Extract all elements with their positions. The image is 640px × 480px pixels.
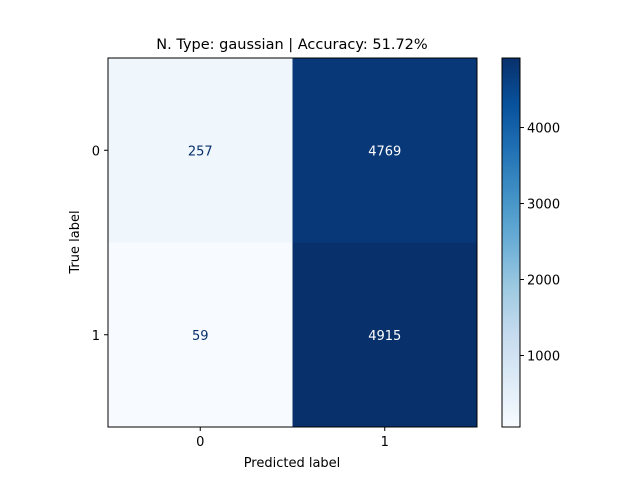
heatmap-cell: [292, 242, 477, 427]
x-axis-label: Predicted label: [244, 456, 341, 471]
chart-title: N. Type: gaussian | Accuracy: 51.72%: [156, 37, 427, 53]
heatmap-cell: [108, 58, 293, 243]
heatmap-cells: 257 4769 59 4915: [108, 58, 477, 427]
heatmap-cell: [108, 242, 293, 427]
y-tick-label: 0: [92, 144, 100, 159]
y-tick-label: 1: [92, 329, 100, 344]
x-tick-label: 1: [381, 435, 389, 450]
y-axis-ticks: 01: [92, 144, 108, 344]
colorbar-tick-label: 3000: [527, 198, 560, 213]
plot-frame: [107, 57, 478, 428]
x-tick-label: 0: [196, 435, 204, 450]
cell-value-label: 4769: [368, 144, 401, 159]
cell-value-label: 4915: [368, 329, 401, 344]
colorbar-ticks: 1000 2000 3000 4000: [520, 122, 560, 364]
colorbar-tick-label: 1000: [527, 349, 560, 364]
colorbar: [501, 57, 521, 428]
cell-value-label: 59: [192, 329, 209, 344]
heatmap-cell: [292, 58, 477, 243]
colorbar-tick-label: 4000: [527, 122, 560, 137]
y-axis-label: True label: [68, 210, 83, 274]
cell-value-label: 257: [188, 144, 213, 159]
colorbar-tick-label: 2000: [527, 274, 560, 289]
